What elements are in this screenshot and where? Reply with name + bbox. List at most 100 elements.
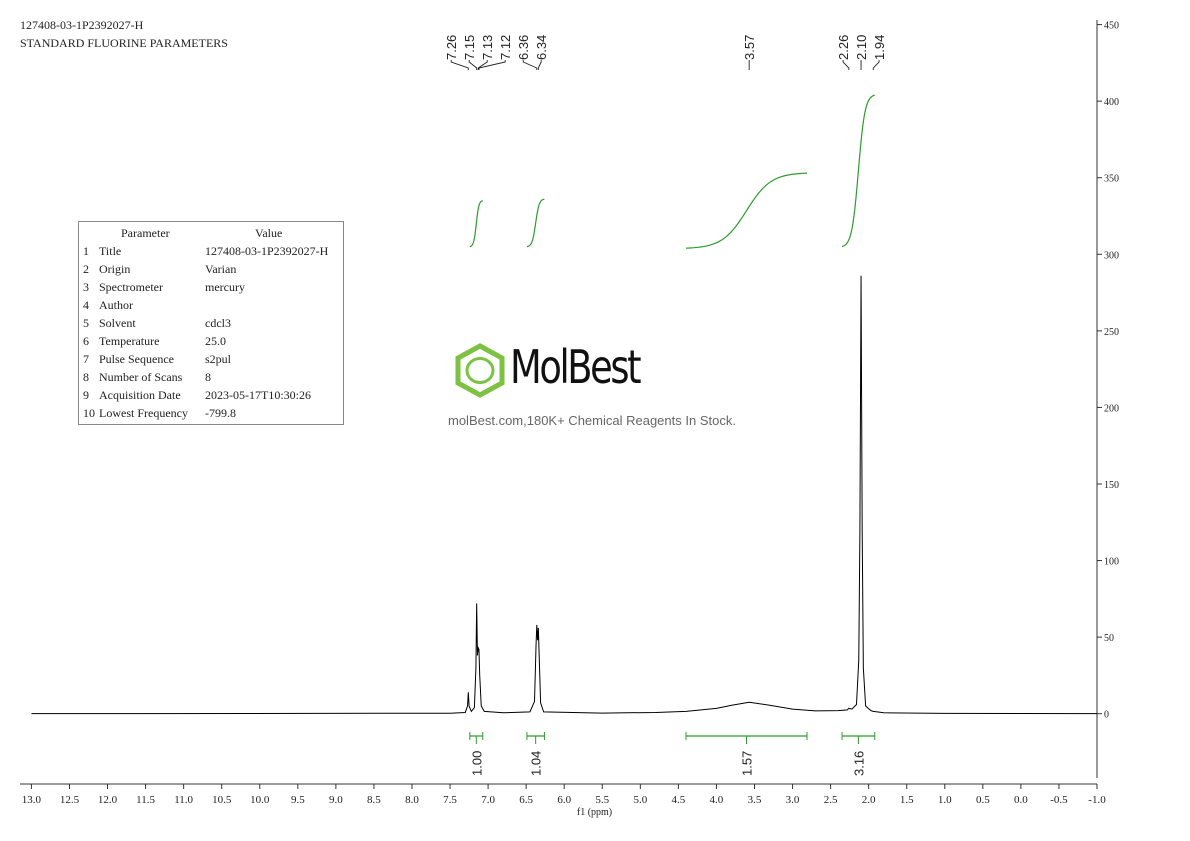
spectrum-title: 127408-03-1P2392027-H: [20, 18, 144, 32]
x-tick-label: 7.0: [481, 794, 495, 806]
table-cell: 127408-03-1P2392027-H: [205, 244, 329, 258]
spectrum-subtitle: STANDARD FLUORINE PARAMETERS: [20, 36, 228, 50]
table-cell: s2pul: [205, 352, 232, 366]
table-cell: 9: [83, 388, 89, 402]
peak-label: 1.94: [872, 35, 887, 60]
x-tick-label: 9.0: [329, 794, 343, 806]
x-tick-label: 13.0: [22, 794, 42, 806]
integral-curve: [841, 94, 875, 248]
x-tick-label: 6.0: [557, 794, 571, 806]
x-tick-label: 11.5: [136, 794, 155, 806]
peak-label: 7.13: [480, 35, 495, 60]
table-cell: Solvent: [99, 316, 136, 330]
peak-label: 2.26: [836, 35, 851, 60]
peak-leader: [478, 60, 506, 70]
x-tick-label: -1.0: [1088, 794, 1106, 806]
table-cell: 2023-05-17T10:30:26: [205, 388, 311, 402]
y-tick-label: 400: [1104, 97, 1119, 108]
table-cell: 1: [83, 244, 89, 258]
peak-leader: [522, 60, 538, 70]
x-tick-label: 1.5: [900, 794, 914, 806]
table-cell: 8: [83, 370, 89, 384]
y-tick-label: 350: [1104, 174, 1119, 185]
table-cell: -799.8: [205, 406, 236, 420]
peak-label: 7.12: [498, 35, 513, 60]
x-tick-label: 0.0: [1014, 794, 1028, 806]
x-axis-label: f1 (ppm): [577, 807, 612, 818]
integral-curve: [469, 200, 483, 248]
table-cell: Number of Scans: [99, 370, 183, 384]
parameter-table: Parameter Value 1 Title 127408-03-1P239202…: [78, 221, 344, 425]
table-cell: Temperature: [99, 334, 160, 348]
table-cell: Pulse Sequence: [99, 352, 174, 366]
peak-label: 7.15: [462, 35, 477, 60]
x-tick-label: 5.5: [595, 794, 609, 806]
table-cell: Acquisition Date: [99, 388, 181, 402]
x-tick-label: 2.5: [824, 794, 838, 806]
table-cell: 2: [83, 262, 89, 276]
table-cell: 4: [83, 298, 89, 312]
watermark-brand: MolBest: [510, 340, 642, 394]
table-cell: Author: [99, 298, 133, 312]
x-tick-label: 0.5: [976, 794, 990, 806]
header-cell: Value: [255, 226, 283, 240]
table-cell: 25.0: [205, 334, 226, 348]
peak-label: 2.10: [854, 35, 869, 60]
peak-leader: [477, 60, 488, 70]
x-tick-label: 1.0: [938, 794, 952, 806]
table-cell: 10: [83, 406, 95, 420]
peak-leader: [450, 60, 469, 70]
x-tick-label: 12.0: [98, 794, 118, 806]
peak-label: 6.36: [516, 35, 531, 60]
x-tick-label: 2.0: [862, 794, 876, 806]
x-tick-label: 10.5: [212, 794, 232, 806]
integral-label: 3.16: [851, 751, 866, 776]
peak-leader: [842, 60, 850, 70]
y-tick-label: 150: [1104, 480, 1119, 491]
x-tick-label: 5.0: [633, 794, 647, 806]
peak-label: 6.34: [534, 35, 549, 60]
table-cell: Spectrometer: [99, 280, 163, 294]
integral-label: 1.57: [739, 751, 754, 776]
table-cell: cdcl3: [205, 316, 231, 330]
peak-label: 3.57: [742, 35, 757, 60]
integral-curve: [526, 198, 545, 248]
table-cell: 7: [83, 352, 89, 366]
x-tick-label: 7.5: [443, 794, 457, 806]
x-tick-label: 4.0: [710, 794, 724, 806]
x-tick-label: 11.0: [174, 794, 193, 806]
peak-leader: [872, 60, 880, 70]
x-tick-label: 6.5: [519, 794, 533, 806]
y-tick-label: 250: [1104, 327, 1119, 338]
x-tick-label: 8.0: [405, 794, 419, 806]
integral-label: 1.04: [529, 751, 544, 776]
integral-label: 1.00: [469, 751, 484, 776]
y-tick-label: 200: [1104, 403, 1119, 414]
x-tick-label: 3.5: [748, 794, 762, 806]
watermark-tagline: molBest.com,180K+ Chemical Reagents In S…: [448, 413, 736, 428]
x-tick-label: 12.5: [60, 794, 80, 806]
y-tick-label: 300: [1104, 250, 1119, 261]
x-tick-label: 4.5: [672, 794, 686, 806]
x-tick-label: 8.5: [367, 794, 381, 806]
table-cell: 3: [83, 280, 89, 294]
peak-label: 7.26: [444, 35, 459, 60]
y-tick-label: 0: [1104, 710, 1109, 721]
y-tick-label: 450: [1104, 21, 1119, 32]
x-tick-label: -0.5: [1050, 794, 1068, 806]
table-cell: 6: [83, 334, 89, 348]
table-cell: Varian: [205, 262, 237, 276]
integral-curve: [685, 172, 808, 249]
header-cell: Parameter: [121, 226, 170, 240]
table-cell: Title: [99, 244, 122, 258]
peak-leader: [468, 60, 478, 70]
y-tick-label: 50: [1104, 633, 1114, 644]
table-cell: mercury: [205, 280, 245, 294]
x-tick-label: 3.0: [786, 794, 800, 806]
x-tick-label: 10.0: [250, 794, 270, 806]
y-tick-label: 100: [1104, 557, 1119, 568]
peak-leader: [537, 60, 542, 70]
spectrum-line: [31, 275, 1098, 715]
